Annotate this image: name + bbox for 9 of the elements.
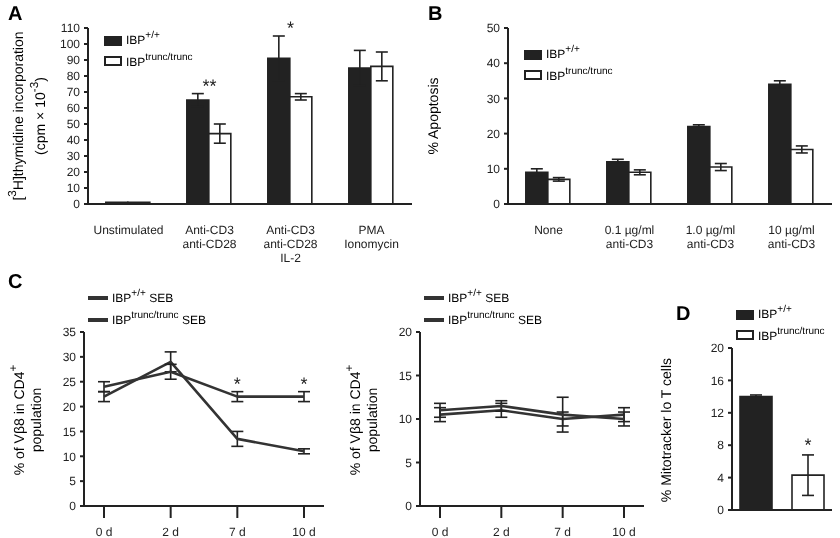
annotation: ** [202,75,218,96]
chart-title: A [8,4,23,26]
chart-title: D [676,304,691,326]
annotation: * [300,373,309,394]
chart-title: C [8,272,23,294]
annotation: * [804,434,813,455]
annotation: * [286,18,295,38]
annotation: * [233,373,242,394]
chart-title: B [428,4,443,26]
